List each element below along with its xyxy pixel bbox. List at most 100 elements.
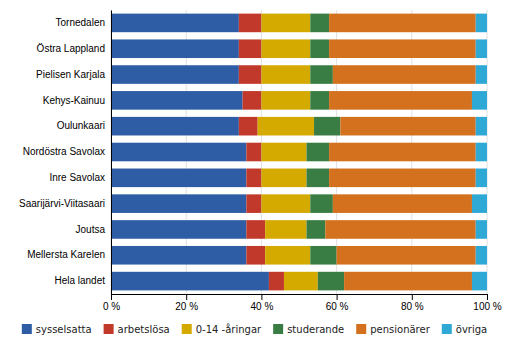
bar — [265, 246, 310, 265]
bar — [261, 169, 306, 188]
legend-item: arbetslösa — [104, 324, 170, 335]
bar — [476, 169, 487, 188]
legend-label: pensionärer — [370, 324, 430, 335]
legend-label: övriga — [456, 324, 487, 335]
bar — [314, 117, 340, 136]
bar — [329, 91, 472, 110]
bar — [476, 246, 487, 265]
legend-item: studerande — [273, 324, 344, 335]
bar — [329, 143, 476, 162]
bar — [239, 65, 262, 84]
tick: Hela landet — [54, 275, 111, 286]
legend-label: arbetslösa — [118, 324, 170, 335]
bar — [239, 117, 258, 136]
tick-label: Pielisen Karjala — [36, 69, 105, 80]
bar — [333, 65, 476, 84]
tick: Kehys-Kainuu — [43, 95, 111, 106]
bar — [329, 14, 476, 33]
tick-mark — [337, 294, 338, 300]
tick: 40 % — [251, 294, 274, 312]
tick-label: Oulunkaari — [57, 120, 105, 131]
bar — [307, 169, 330, 188]
legend-swatch — [442, 324, 452, 334]
bar — [476, 220, 487, 239]
bar — [261, 14, 310, 33]
bar — [246, 169, 261, 188]
bar — [307, 220, 326, 239]
bar — [261, 143, 306, 162]
plot: 0 %20 %40 %60 %80 %100 %TornedalenÖstra … — [19, 10, 502, 312]
legend-item: 0-14 -åringar — [182, 323, 262, 335]
tick-label: Inre Savolax — [49, 172, 105, 183]
bar — [265, 220, 306, 239]
tick-label: 100 % — [473, 301, 501, 312]
bar — [111, 14, 239, 33]
legend-swatch — [182, 324, 192, 334]
tick-label: Hela landet — [54, 275, 105, 286]
bar — [310, 91, 329, 110]
legend-label: studerande — [287, 324, 344, 335]
axis-line — [112, 295, 488, 301]
chart: 0 %20 %40 %60 %80 %100 %TornedalenÖstra … — [0, 0, 509, 343]
bar — [472, 91, 487, 110]
tick: Pielisen Karjala — [36, 69, 111, 80]
tick-label: 0 % — [103, 301, 120, 312]
bar — [310, 65, 333, 84]
tick: Joutsa — [76, 224, 111, 235]
bar — [239, 14, 262, 33]
tick-mark — [111, 294, 112, 300]
tick: Inre Savolax — [49, 172, 111, 183]
tick-label: Kehys-Kainuu — [43, 95, 105, 106]
tick: Nordöstra Savolax — [23, 146, 111, 157]
tick-label: 80 % — [401, 301, 424, 312]
bar — [246, 220, 265, 239]
bar — [325, 220, 475, 239]
legend-item: pensionärer — [356, 324, 430, 335]
tick-label: Nordöstra Savolax — [23, 146, 105, 157]
tick-label: Joutsa — [76, 224, 106, 235]
bar — [472, 194, 487, 213]
legend-swatch — [273, 324, 283, 334]
bar — [318, 272, 344, 291]
tick: Mellersta Karelen — [27, 249, 111, 260]
bar — [111, 220, 246, 239]
tick-label: 60 % — [326, 301, 349, 312]
bar — [111, 246, 246, 265]
tick-mark — [412, 294, 413, 300]
legend-item: sysselsatta — [22, 324, 92, 335]
tick-label: 40 % — [251, 301, 274, 312]
tick-mark — [186, 294, 187, 300]
legend-swatch — [104, 324, 114, 334]
bar — [284, 272, 318, 291]
bar — [476, 117, 487, 136]
bar — [258, 117, 314, 136]
series — [472, 14, 487, 291]
bar — [310, 246, 336, 265]
bar — [307, 143, 330, 162]
bars — [111, 14, 487, 291]
bar — [310, 39, 329, 58]
bar — [246, 143, 261, 162]
bar — [340, 117, 475, 136]
bar — [310, 194, 333, 213]
bar — [239, 39, 262, 58]
legend-swatch — [356, 324, 366, 334]
tick-label: Mellersta Karelen — [27, 249, 105, 260]
bar — [111, 169, 246, 188]
bar — [261, 91, 310, 110]
bar — [111, 194, 246, 213]
tick: Östra Lappland — [37, 43, 111, 54]
bar — [476, 14, 487, 33]
bar — [261, 65, 310, 84]
tick: Saarijärvi-Viitasaari — [19, 198, 111, 209]
legend: sysselsatta arbetslösa 0-14 -åringar studer… — [22, 323, 487, 335]
tick-mark — [487, 294, 488, 300]
series — [325, 14, 475, 291]
bar — [329, 39, 476, 58]
tick: 0 % — [103, 294, 120, 312]
grid-line — [111, 10, 112, 294]
bar — [472, 272, 487, 291]
bar — [246, 194, 261, 213]
tick: 100 % — [473, 294, 501, 312]
tick-label: 20 % — [175, 301, 198, 312]
